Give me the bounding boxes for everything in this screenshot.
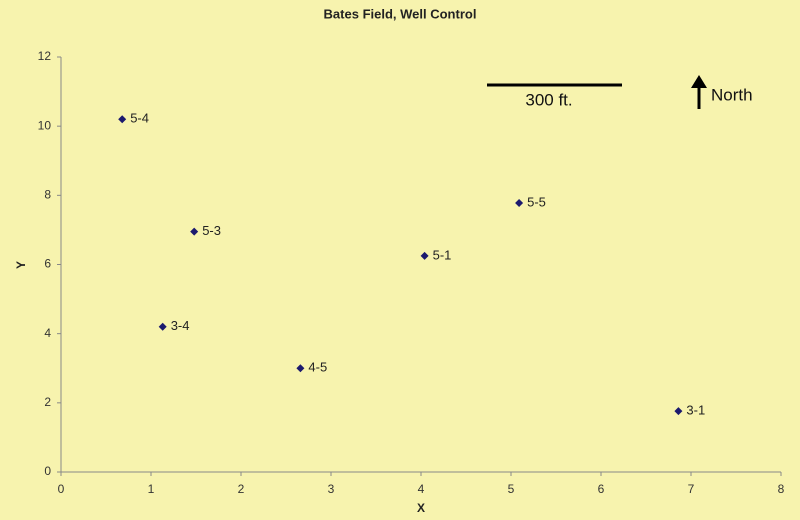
- point-label: 5-5: [527, 194, 546, 209]
- x-tick-label: 3: [328, 482, 335, 496]
- point-label: 3-1: [686, 403, 705, 418]
- point-label: 5-1: [433, 247, 452, 262]
- scale-label: 300 ft.: [525, 90, 572, 109]
- x-tick-label: 4: [418, 482, 425, 496]
- y-tick-label: 10: [38, 118, 52, 132]
- point-label: 5-4: [130, 111, 149, 126]
- x-tick-label: 5: [508, 482, 515, 496]
- point-label: 3-4: [171, 318, 190, 333]
- point: [296, 364, 305, 373]
- point: [515, 198, 524, 207]
- y-tick-label: 4: [44, 326, 51, 340]
- x-tick-label: 0: [58, 482, 65, 496]
- point-label: 4-5: [308, 360, 327, 375]
- y-tick-label: 6: [44, 257, 51, 271]
- x-tick-label: 7: [688, 482, 695, 496]
- x-tick-label: 2: [238, 482, 245, 496]
- north-arrow-head: [691, 75, 707, 88]
- y-tick-label: 2: [44, 395, 51, 409]
- point: [158, 322, 167, 331]
- point: [190, 227, 199, 236]
- x-tick-label: 8: [778, 482, 785, 496]
- y-tick-label: 12: [38, 49, 52, 63]
- y-tick-label: 0: [44, 464, 51, 478]
- y-tick-label: 8: [44, 188, 51, 202]
- x-tick-label: 1: [148, 482, 155, 496]
- north-label: North: [711, 85, 753, 104]
- point: [674, 407, 683, 416]
- chart-title: Bates Field, Well Control: [324, 6, 477, 21]
- x-tick-label: 6: [598, 482, 605, 496]
- point-label: 5-3: [202, 223, 221, 238]
- x-axis-title: X: [417, 501, 425, 515]
- y-axis-title: Y: [14, 261, 28, 269]
- point: [118, 115, 127, 124]
- point: [420, 251, 429, 260]
